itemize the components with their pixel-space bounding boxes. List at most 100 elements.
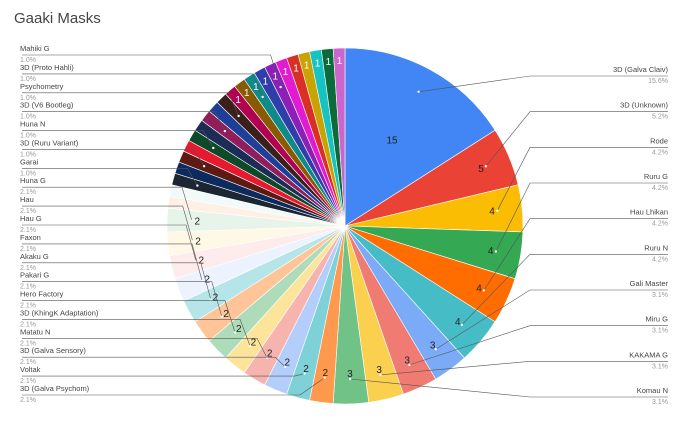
leader-dot — [348, 377, 352, 381]
slice-category-label: Psychometry — [20, 82, 64, 91]
slice-value-label: 2 — [267, 349, 273, 360]
slice-percent-label: 2.1% — [20, 265, 36, 272]
leader-line — [22, 356, 286, 368]
leader-line — [22, 149, 205, 167]
slice-percent-label: 1.0% — [20, 170, 36, 177]
slice-category-label: 3D (Galva Sensory) — [20, 346, 86, 355]
slice-percent-label: 1.0% — [20, 57, 36, 64]
slice-percent-label: 4.2% — [652, 256, 668, 263]
slice-percent-label: 1.0% — [20, 114, 36, 121]
leader-dot — [379, 373, 382, 377]
slice-value-label: 2 — [285, 358, 291, 369]
leader-dot — [220, 315, 223, 318]
leader-dot — [265, 356, 269, 359]
slice-percent-label: 3.1% — [652, 399, 668, 406]
slice-category-label: 3D (Unknown) — [620, 101, 668, 110]
slice-category-label: Ruru G — [644, 172, 668, 181]
leader-dot — [196, 184, 199, 187]
slice-category-label: Akaku G — [20, 252, 49, 261]
leader-dot — [417, 90, 420, 94]
slice-category-label: Rode — [650, 136, 668, 145]
leader-line — [350, 378, 668, 398]
leader-dot — [248, 344, 252, 348]
slice-category-label: Huna G — [20, 176, 46, 185]
leader-dot — [284, 365, 287, 369]
chart-title: Gaaki Masks — [14, 10, 101, 27]
slice-percent-label: 1.0% — [20, 151, 36, 158]
leader-dot — [190, 219, 194, 223]
leader-dot — [209, 298, 212, 301]
slice-category-label: Komau N — [637, 386, 668, 395]
leader-dot — [223, 129, 227, 133]
slice-value-label: 1 — [326, 57, 332, 68]
slice-category-label: Hau Lhikan — [630, 208, 668, 217]
slice-value-label: 1 — [304, 61, 310, 72]
slice-category-label: 3D (Proto Hahli) — [20, 63, 74, 72]
leader-line — [22, 111, 226, 132]
leader-dot — [484, 165, 488, 168]
leader-dot — [303, 372, 306, 375]
leader-line — [461, 254, 668, 326]
slice-category-label: Garai — [20, 157, 39, 166]
slice-percent-label: 3.1% — [652, 292, 668, 299]
slice-category-label: Miru G — [646, 315, 669, 324]
leader-dot — [212, 146, 215, 150]
leader-line — [22, 319, 251, 347]
slice-category-label: Hero Factory — [20, 290, 64, 299]
leader-dot — [496, 209, 499, 212]
slice-value-label: 2 — [251, 337, 257, 348]
leader-dot — [261, 95, 264, 99]
slice-value-label: 1 — [293, 63, 299, 74]
leader-dot — [237, 114, 240, 118]
slice-category-label: Mahiki G — [20, 44, 50, 53]
slice-value-label: 1 — [180, 189, 186, 200]
leader-line — [22, 186, 193, 221]
slice-value-label: 1 — [263, 76, 269, 87]
leader-line — [22, 373, 305, 377]
leader-line — [22, 243, 203, 282]
slice-category-label: 3D (Ruru Variant) — [20, 138, 79, 147]
slice-value-label: 1 — [337, 56, 343, 67]
leader-dot — [323, 376, 326, 379]
leader-line — [485, 111, 668, 167]
slice-category-label: Pakari G — [20, 271, 49, 280]
slice-category-label: Huna N — [20, 120, 45, 129]
leader-dot — [434, 348, 437, 351]
slice-percent-label: 2.1% — [20, 227, 36, 234]
slice-value-label: 3 — [430, 340, 436, 351]
slice-value-label: 3 — [404, 356, 410, 367]
leader-line — [497, 147, 668, 211]
leader-line — [22, 130, 214, 149]
leader-line — [418, 75, 668, 93]
slice-value-label: 5 — [478, 164, 484, 175]
slice-percent-label: 2.1% — [20, 246, 36, 253]
slice-category-label: 3D (KhingK Adaptation) — [20, 308, 99, 317]
leader-line — [22, 205, 193, 242]
leader-dot — [191, 240, 194, 243]
slice-value-label: 2 — [195, 236, 201, 247]
leader-line — [22, 281, 223, 317]
slice-value-label: 2 — [303, 364, 309, 375]
slice-value-label: 4 — [455, 317, 461, 328]
leader-line — [22, 73, 263, 98]
leader-dot — [482, 289, 486, 292]
slice-value-label: 15 — [386, 136, 398, 147]
slice-percent-label: 2.1% — [20, 321, 36, 328]
leader-dot — [233, 331, 237, 334]
slice-percent-label: 2.1% — [20, 397, 36, 404]
leader-line — [22, 54, 281, 88]
leader-line — [409, 325, 668, 366]
slice-value-label: 3 — [347, 369, 353, 380]
slice-percent-label: 3.1% — [652, 363, 668, 370]
slice-category-label: Voltak — [20, 365, 41, 374]
leader-dot — [202, 165, 206, 168]
slice-percent-label: 2.1% — [20, 189, 36, 196]
leader-dot — [408, 363, 411, 367]
slice-percent-label: 4.2% — [652, 221, 668, 228]
slice-percent-label: 1.0% — [20, 133, 36, 140]
leader-dot — [460, 323, 464, 326]
slice-percent-label: 15.6% — [648, 78, 668, 85]
